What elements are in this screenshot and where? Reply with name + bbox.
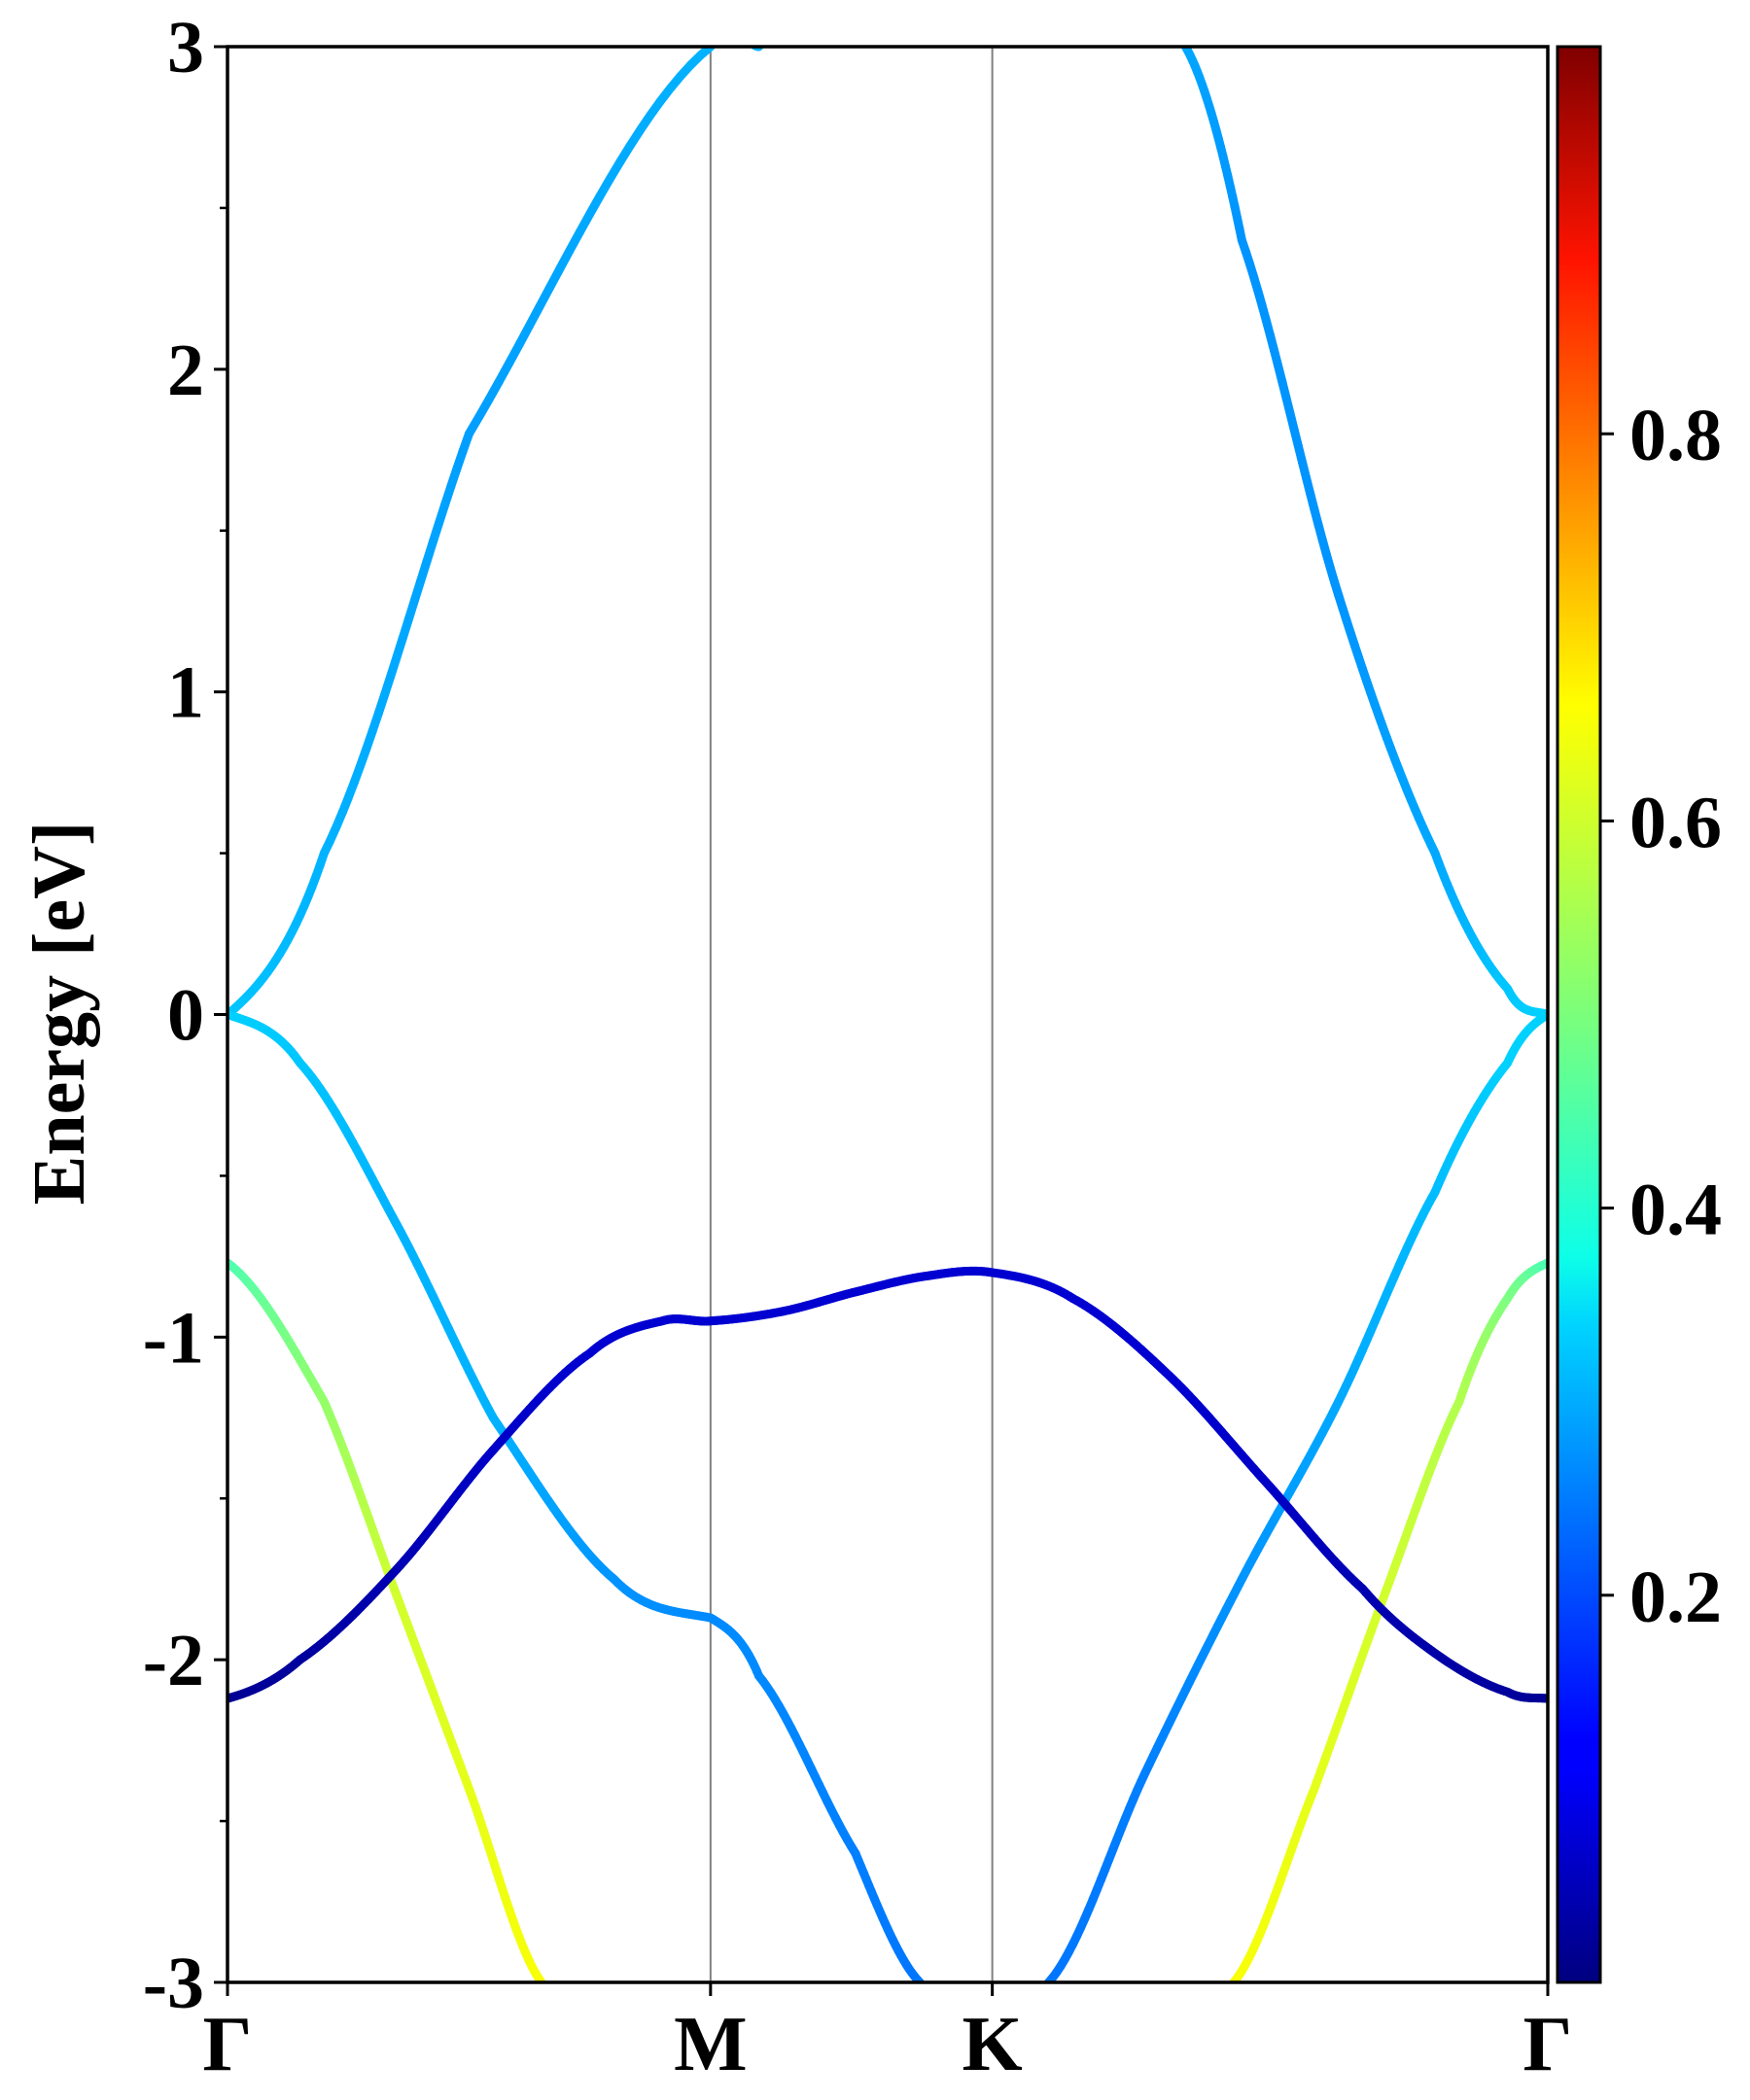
k-point-label: Γ (203, 2002, 253, 2087)
kpoint-vlines (709, 47, 994, 1982)
y-tick-label: -2 (143, 1620, 204, 1701)
y-tick-label: 3 (167, 7, 204, 88)
colorbar-tick-label: 0.2 (1629, 1557, 1722, 1638)
colorbar (1556, 45, 1602, 1984)
colorbar-tick-label: 0.8 (1629, 395, 1722, 476)
band-6 (228, 1258, 546, 1982)
y-axis-label: Energy [eV] (18, 822, 100, 1206)
band-2 (1180, 47, 1548, 1019)
y-tick-label: -1 (143, 1297, 204, 1379)
band-4 (706, 1613, 925, 1982)
y-axis-ticks: -3 -2 -1 0 1 2 3 (143, 7, 228, 2024)
band-3 (228, 1010, 716, 1623)
y-tick-label: 0 (167, 975, 204, 1057)
band-5 (1044, 1010, 1548, 1982)
band-7 (1229, 1258, 1548, 1982)
colorbar-ticks: 0.2 0.4 0.6 0.8 (1600, 395, 1722, 1638)
k-point-label: Γ (1523, 2002, 1573, 2087)
y-tick-label: 2 (167, 330, 204, 411)
band-8 (228, 1266, 1548, 1703)
colorbar-tick-label: 0.6 (1629, 782, 1722, 863)
k-point-label: K (962, 2002, 1023, 2087)
band-lines (228, 47, 1548, 1982)
k-point-label: M (674, 2002, 748, 2087)
colorbar-tick-label: 0.4 (1629, 1170, 1722, 1251)
y-tick-label: 1 (167, 652, 204, 734)
y-tick-label: -3 (143, 1942, 204, 2024)
band-1 (228, 47, 764, 1019)
